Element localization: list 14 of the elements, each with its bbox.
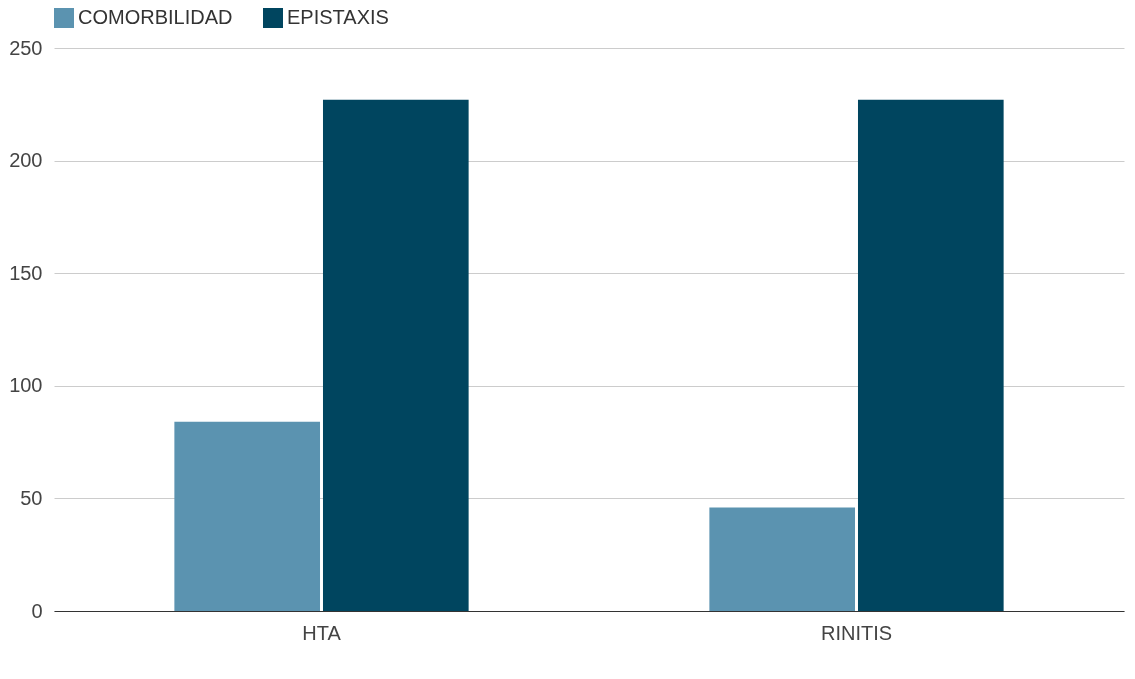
legend-label: COMORBILIDAD (78, 6, 233, 28)
bar (322, 99, 469, 611)
y-tick-label: 150 (9, 261, 43, 284)
y-tick-label: 0 (31, 599, 43, 622)
y-tick-label: 50 (20, 486, 43, 509)
bar (857, 99, 1004, 611)
bar (174, 421, 321, 611)
y-tick-label: 200 (9, 149, 43, 172)
x-tick-label: RINITIS (820, 621, 893, 644)
y-tick-label: 100 (9, 374, 43, 397)
x-tick-label: HTA (302, 621, 342, 644)
bar (709, 507, 856, 611)
legend-label: EPISTAXIS (287, 6, 389, 28)
y-tick-label: 250 (9, 36, 43, 59)
